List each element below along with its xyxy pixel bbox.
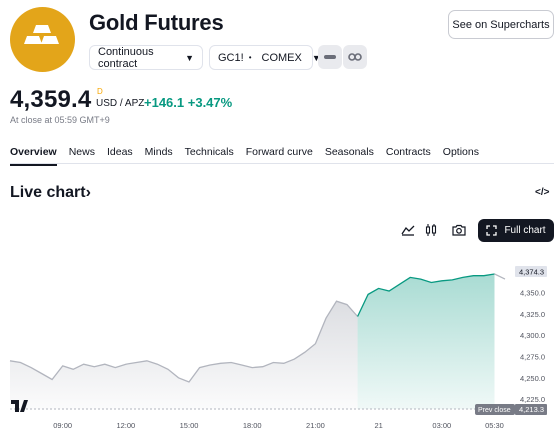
- x-tick-label: 05:30: [485, 421, 504, 430]
- tab-news[interactable]: News: [68, 146, 95, 158]
- exchange-label: COMEX: [261, 51, 302, 64]
- price-chart[interactable]: 4,375.04,350.04,325.04,300.04,275.04,250…: [0, 248, 560, 443]
- x-tick-label: 09:00: [53, 421, 72, 430]
- y-tick-label: 4,275.0: [520, 352, 545, 361]
- x-tick-label: 21: [374, 421, 382, 430]
- link-icon: [348, 53, 362, 61]
- tabs-divider: [10, 163, 554, 164]
- symbol-dropdown[interactable]: GC1! • COMEX ▼: [209, 45, 321, 70]
- regular-session-line: [9, 300, 359, 383]
- live-chart-title: Live chart: [10, 184, 86, 201]
- delayed-badge: D: [97, 87, 103, 96]
- live-chart-link[interactable]: Live chart›: [10, 184, 91, 202]
- currency-label: USD / APZ: [96, 98, 145, 109]
- last-value-badge: [515, 266, 547, 277]
- tradingview-logo-icon: [11, 400, 28, 412]
- x-tick-label: 18:00: [243, 421, 262, 430]
- y-tick-label: 4,325.0: [520, 310, 545, 319]
- separator-dot: •: [248, 53, 252, 62]
- gold-bars-icon: [24, 25, 59, 44]
- camera-icon: [452, 224, 466, 236]
- price-change: +146.1 +3.47%: [144, 95, 232, 110]
- tab-options[interactable]: Options: [442, 146, 479, 158]
- contract-type-dropdown[interactable]: Continuous contract ▼: [89, 45, 203, 70]
- tab-seasonals[interactable]: Seasonals: [324, 146, 374, 158]
- regular-session-area: [10, 301, 358, 409]
- fullscreen-icon: [486, 225, 498, 236]
- area-chart-icon: [401, 225, 415, 236]
- contract-type-label: Continuous contract: [98, 45, 154, 70]
- change-percent: +3.47%: [187, 95, 233, 110]
- close-info: At close at 05:59 GMT+9: [10, 115, 110, 125]
- y-tick-label: 4,250.0: [520, 374, 545, 383]
- see-on-supercharts-button[interactable]: See on Supercharts: [448, 10, 554, 39]
- candles-icon: [425, 224, 437, 236]
- x-tick-label: 15:00: [180, 421, 199, 430]
- tab-minds[interactable]: Minds: [144, 146, 173, 158]
- code-icon[interactable]: </>: [535, 187, 550, 198]
- x-tick-label: 03:00: [432, 421, 451, 430]
- tab-contracts[interactable]: Contracts: [385, 146, 431, 158]
- last-value-label: 4,374.3: [519, 268, 544, 277]
- tab-overview[interactable]: Overview: [10, 146, 57, 166]
- minus-button[interactable]: [318, 45, 342, 69]
- gold-futures-logo: [10, 7, 75, 72]
- page-title: Gold Futures: [89, 10, 224, 35]
- x-tick-label: 21:00: [306, 421, 325, 430]
- symbol-label: GC1!: [218, 51, 244, 64]
- tab-technicals[interactable]: Technicals: [184, 146, 234, 158]
- chevron-down-icon: ▼: [185, 52, 194, 63]
- chevron-right-icon: ›: [85, 184, 91, 201]
- link-button[interactable]: [343, 45, 367, 69]
- y-tick-label: 4,225.0: [520, 395, 545, 404]
- prev-close-label: Prev close: [478, 407, 511, 414]
- minus-icon: [324, 55, 336, 59]
- prev-close-value: 4,213.3: [519, 405, 544, 414]
- tab-bar: Overview News Ideas Minds Technicals For…: [10, 146, 491, 166]
- screenshot-button[interactable]: [449, 220, 469, 240]
- prev-close-value-badge: [515, 404, 547, 415]
- last-price: 4,359.4: [10, 86, 92, 113]
- extended-session-line: [357, 273, 495, 317]
- candles-button[interactable]: [421, 220, 441, 240]
- y-tick-label: 4,300.0: [520, 331, 545, 340]
- post-session-line: [494, 273, 506, 280]
- x-tick-label: 12:00: [116, 421, 135, 430]
- area-chart-button[interactable]: [398, 220, 418, 240]
- full-chart-label: Full chart: [504, 225, 546, 236]
- change-absolute: +146.1: [144, 95, 185, 110]
- y-tick-label: 4,350.0: [520, 289, 545, 298]
- chevron-down-icon: ▼: [311, 52, 321, 63]
- extended-session-area: [357, 274, 495, 409]
- tab-ideas[interactable]: Ideas: [106, 146, 133, 158]
- tab-forward-curve[interactable]: Forward curve: [245, 146, 313, 158]
- prev-close-badge: [475, 404, 515, 415]
- full-chart-button[interactable]: Full chart: [478, 219, 554, 242]
